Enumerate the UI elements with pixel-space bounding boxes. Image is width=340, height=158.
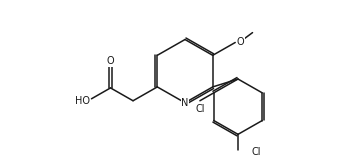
Text: O: O — [236, 37, 244, 47]
Text: N: N — [181, 98, 189, 108]
Text: O: O — [107, 56, 114, 66]
Text: Cl: Cl — [251, 147, 261, 157]
Text: HO: HO — [75, 96, 90, 106]
Text: Cl: Cl — [195, 104, 205, 114]
